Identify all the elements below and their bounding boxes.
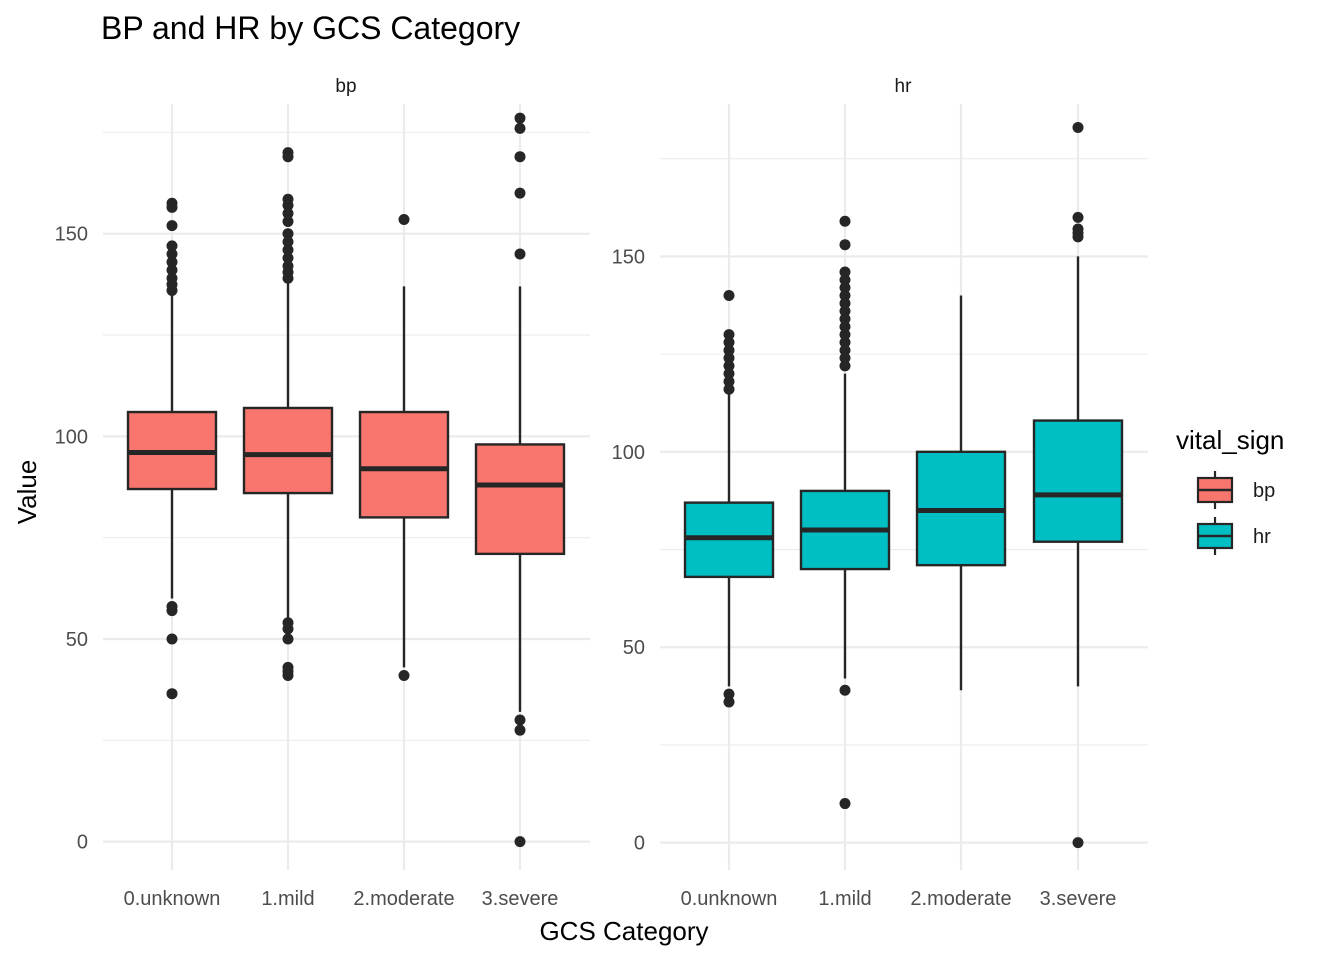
outlier-point [1073, 122, 1084, 133]
outlier-point [283, 670, 294, 681]
y-axis-title: Value [12, 460, 42, 525]
legend-entry-bp: bp [1198, 471, 1275, 509]
legend-label: bp [1253, 480, 1275, 502]
outlier-point [283, 633, 294, 644]
outlier-point [515, 151, 526, 162]
outlier-point [515, 836, 526, 847]
legend-label: hr [1253, 526, 1271, 548]
facet-strip-label: bp [335, 76, 356, 97]
y-tick-label: 0 [77, 832, 88, 854]
outlier-point [1073, 837, 1084, 848]
box-hr-2.moderate [917, 296, 1005, 691]
outlier-point [724, 290, 735, 301]
outlier-point [515, 123, 526, 134]
box-iqr [1034, 421, 1122, 542]
box-iqr [244, 408, 332, 493]
facet-panels: bp 0 50 100 150 0.unknown 1.mild 2.moderate 3.se… [55, 76, 1148, 910]
outlier-point [167, 688, 178, 699]
box-iqr [360, 412, 448, 517]
outlier-point [1073, 231, 1084, 242]
outlier-point [283, 273, 294, 284]
panel-hr: hr 0 50 100 150 0.unknown 1.mild 2.moderate 3.se… [612, 76, 1148, 910]
y-tick-label: 50 [66, 629, 88, 651]
outlier-point [515, 113, 526, 124]
outlier-point [724, 696, 735, 707]
chart-title: BP and HR by GCS Category [101, 10, 520, 46]
outlier-point [840, 798, 851, 809]
legend-title: vital_sign [1176, 425, 1284, 455]
y-tick-label: 50 [623, 637, 645, 659]
outlier-point [283, 623, 294, 634]
outlier-point [724, 384, 735, 395]
outlier-point [840, 685, 851, 696]
outlier-point [515, 248, 526, 259]
y-tick-label: 150 [55, 224, 88, 246]
outlier-point [515, 715, 526, 726]
box-iqr [476, 444, 564, 553]
outlier-point [167, 285, 178, 296]
outlier-point [167, 202, 178, 213]
outlier-point [283, 216, 294, 227]
outlier-point [515, 188, 526, 199]
x-axis-title: GCS Category [539, 916, 708, 946]
x-tick-label: 1.mild [818, 888, 871, 910]
y-tick-label: 100 [55, 426, 88, 448]
legend: vital_sign bp hr [1176, 425, 1284, 555]
y-tick-label: 0 [634, 833, 645, 855]
outlier-point [167, 605, 178, 616]
legend-entry-hr: hr [1198, 517, 1271, 555]
x-tick-label: 2.moderate [353, 888, 454, 910]
outlier-point [399, 214, 410, 225]
outlier-point [515, 725, 526, 736]
x-tick-label: 3.severe [1040, 888, 1117, 910]
y-tick-label: 150 [612, 246, 645, 268]
facet-strip-label: hr [895, 76, 913, 97]
y-tick-label: 100 [612, 442, 645, 464]
outlier-point [840, 216, 851, 227]
x-tick-label: 2.moderate [910, 888, 1011, 910]
x-tick-label: 0.unknown [124, 888, 221, 910]
outlier-point [840, 239, 851, 250]
outlier-point [1073, 212, 1084, 223]
box-hr-0.unknown [685, 290, 773, 707]
x-tick-label: 3.severe [482, 888, 559, 910]
outlier-point [283, 151, 294, 162]
x-tick-label: 1.mild [261, 888, 314, 910]
panel-bp: bp 0 50 100 150 0.unknown 1.mild 2.moderate 3.se… [55, 76, 590, 910]
outlier-point [167, 220, 178, 231]
outlier-point [840, 360, 851, 371]
outlier-point [167, 633, 178, 644]
x-tick-label: 0.unknown [681, 888, 778, 910]
outlier-point [399, 670, 410, 681]
